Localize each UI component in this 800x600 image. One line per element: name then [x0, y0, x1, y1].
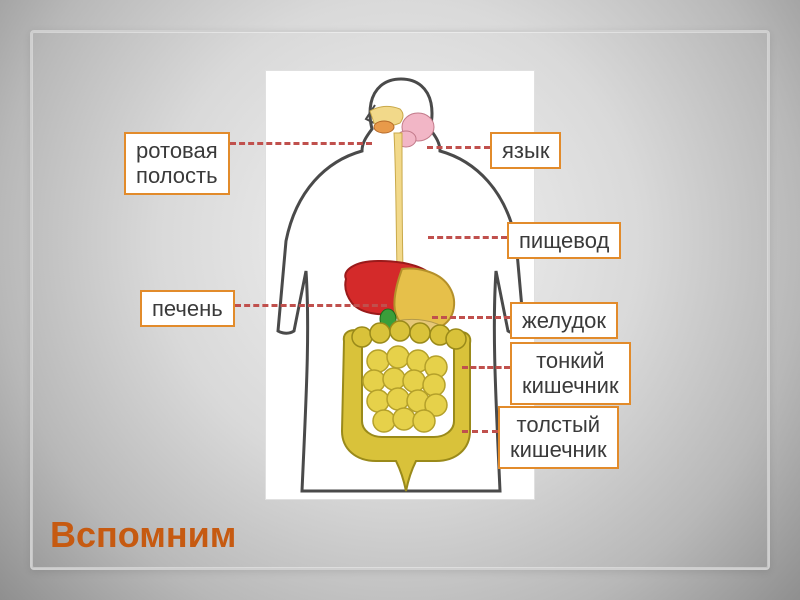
label-liver: печень	[140, 290, 235, 327]
leader-large-int	[462, 430, 498, 433]
leader-esophagus	[428, 236, 507, 239]
label-large-int: толстый кишечник	[498, 406, 619, 469]
label-stomach: желудок	[510, 302, 618, 339]
label-small-int: тонкий кишечник	[510, 342, 631, 405]
label-esophagus: пищевод	[507, 222, 621, 259]
leader-liver	[235, 304, 387, 307]
slide-title: Вспомним	[50, 514, 236, 556]
leader-tongue	[427, 146, 490, 149]
label-tongue: язык	[490, 132, 561, 169]
leader-mouth	[230, 142, 372, 145]
leader-stomach	[432, 316, 510, 319]
leader-small-int	[462, 366, 510, 369]
label-mouth: ротовая полость	[124, 132, 230, 195]
content-frame: Вспомним ротовая полость печень язык пищево…	[30, 30, 770, 570]
tongue-shape	[374, 121, 394, 133]
slide-stage: Вспомним ротовая полость печень язык пищево…	[0, 0, 800, 600]
